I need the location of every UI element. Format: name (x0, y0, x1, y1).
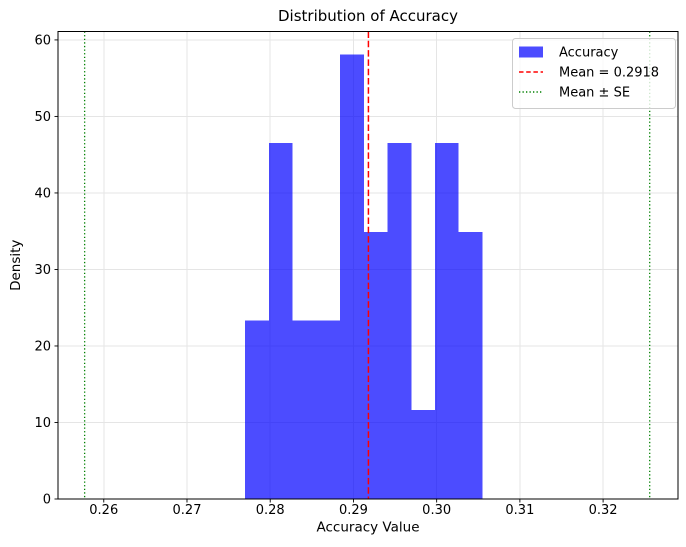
x-tick-label: 0.32 (589, 503, 618, 518)
legend-box (512, 38, 676, 109)
y-tick-label: 60 (34, 33, 51, 48)
legend-label: Mean = 0.2918 (559, 66, 659, 81)
legend-label: Accuracy (559, 46, 619, 61)
legend: Accuracy Mean = 0.2918 Mean ± SE (512, 38, 676, 109)
y-tick-label: 10 (34, 416, 51, 431)
legend-swatch-patch (519, 46, 543, 58)
y-axis-label: Density (8, 240, 24, 291)
y-tick-label: 0 (43, 493, 51, 508)
x-tick-label: 0.28 (256, 503, 285, 518)
x-tick-label: 0.27 (173, 503, 202, 518)
plot-border (57, 31, 679, 500)
histogram-bar-4 (340, 54, 364, 500)
x-axis-label: Accuracy Value (317, 520, 420, 536)
histogram-bar-6 (387, 143, 412, 499)
histogram-series (245, 54, 483, 500)
histogram-bar-9 (458, 231, 483, 500)
histogram-bar-8 (434, 143, 459, 499)
x-tick-label: 0.29 (339, 503, 368, 518)
x-tick-label: 0.30 (422, 503, 451, 518)
y-tick-label: 20 (34, 339, 51, 354)
x-axis: 0.26 0.27 0.28 0.29 0.30 0.31 0.32 (89, 499, 618, 518)
histogram-bar-0 (245, 320, 269, 499)
legend-label: Mean ± SE (559, 86, 630, 101)
y-tick-label: 30 (34, 263, 51, 278)
histogram-bar-7 (411, 410, 435, 499)
histogram-bar-5 (363, 231, 388, 500)
x-tick-label: 0.26 (89, 503, 118, 518)
chart-title: Distribution of Accuracy (278, 7, 458, 25)
histogram-bar-1 (268, 143, 293, 499)
y-tick-label: 40 (34, 186, 51, 201)
histogram-bar-3 (316, 320, 341, 499)
y-axis: 0 10 20 30 40 50 60 (34, 33, 58, 508)
y-tick-label: 50 (34, 110, 51, 125)
histogram-bar-2 (292, 320, 317, 499)
x-tick-label: 0.31 (505, 503, 534, 518)
